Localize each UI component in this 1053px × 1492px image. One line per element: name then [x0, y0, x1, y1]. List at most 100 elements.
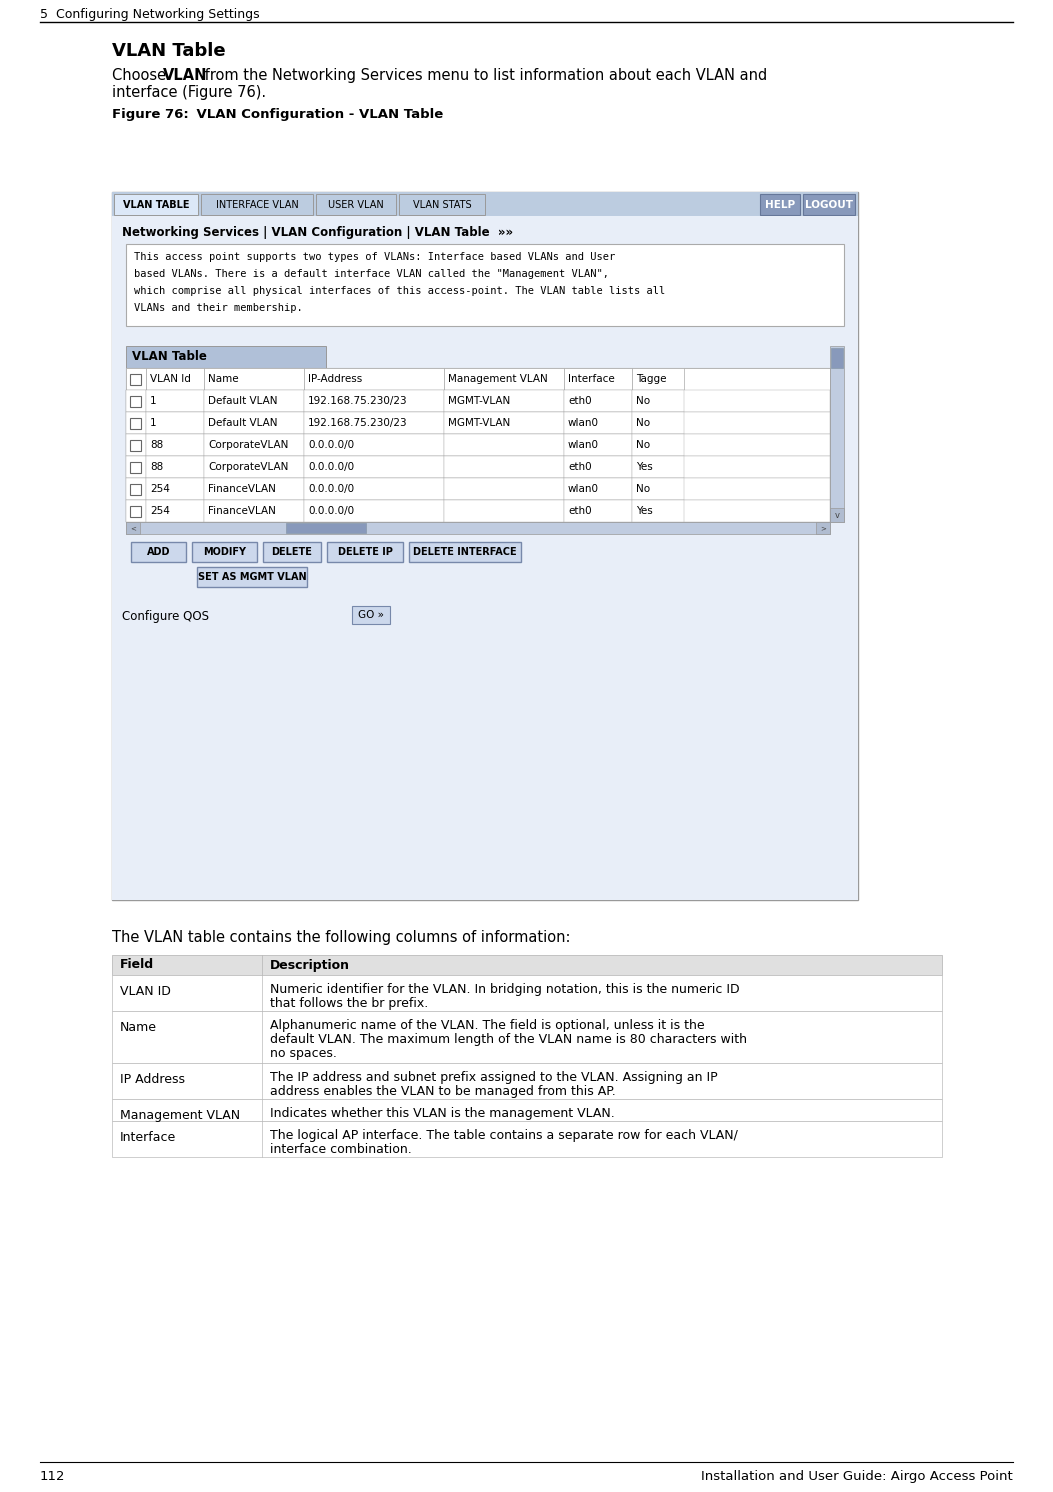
Bar: [304, 500, 444, 522]
Bar: [444, 500, 564, 522]
Text: eth0: eth0: [568, 395, 592, 406]
Bar: [803, 194, 855, 215]
Bar: [444, 477, 564, 500]
Text: Interface: Interface: [120, 1131, 176, 1144]
Bar: [204, 500, 304, 522]
Text: MGMT-VLAN: MGMT-VLAN: [448, 395, 511, 406]
Bar: [131, 542, 186, 562]
Text: VLAN: VLAN: [163, 69, 207, 84]
Bar: [409, 542, 521, 562]
Bar: [146, 500, 204, 522]
Bar: [564, 500, 632, 522]
Text: The logical AP interface. The table contains a separate row for each VLAN/: The logical AP interface. The table cont…: [270, 1129, 738, 1141]
Text: This access point supports two types of VLANs: Interface based VLANs and User: This access point supports two types of …: [134, 252, 615, 263]
Bar: [146, 412, 204, 434]
Bar: [632, 457, 684, 477]
Text: VLAN STATS: VLAN STATS: [413, 200, 472, 209]
Bar: [126, 346, 326, 369]
Bar: [444, 457, 564, 477]
Text: wlan0: wlan0: [568, 440, 599, 451]
Bar: [816, 522, 830, 534]
Bar: [286, 524, 366, 533]
Bar: [760, 194, 800, 215]
Text: v: v: [834, 510, 839, 519]
Text: No: No: [636, 440, 650, 451]
Text: 0.0.0.0/0: 0.0.0.0/0: [307, 440, 354, 451]
Text: Description: Description: [270, 958, 350, 971]
Text: Field: Field: [120, 958, 154, 971]
Text: USER VLAN: USER VLAN: [329, 200, 384, 209]
Bar: [126, 369, 830, 522]
Text: DELETE INTERFACE: DELETE INTERFACE: [413, 548, 517, 557]
Text: CorporateVLAN: CorporateVLAN: [208, 440, 289, 451]
Text: 1: 1: [150, 418, 157, 428]
Bar: [444, 389, 564, 412]
Text: VLAN Configuration - VLAN Table: VLAN Configuration - VLAN Table: [178, 107, 443, 121]
Bar: [204, 369, 304, 389]
Bar: [126, 389, 146, 412]
Bar: [126, 412, 146, 434]
Bar: [444, 412, 564, 434]
Text: IP-Address: IP-Address: [307, 374, 362, 383]
Bar: [204, 477, 304, 500]
Bar: [204, 412, 304, 434]
Text: Management VLAN: Management VLAN: [448, 374, 548, 383]
Bar: [126, 500, 146, 522]
Text: based VLANs. There is a default interface VLAN called the "Management VLAN",: based VLANs. There is a default interfac…: [134, 269, 609, 279]
Bar: [130, 506, 141, 518]
Text: Networking Services | VLAN Configuration | VLAN Table  »»: Networking Services | VLAN Configuration…: [122, 225, 513, 239]
Bar: [192, 542, 257, 562]
Bar: [632, 477, 684, 500]
Bar: [197, 567, 307, 586]
Bar: [352, 606, 390, 624]
Text: 88: 88: [150, 463, 163, 471]
Bar: [304, 477, 444, 500]
Bar: [130, 395, 141, 407]
Bar: [204, 434, 304, 457]
Text: Numeric identifier for the VLAN. In bridging notation, this is the numeric ID: Numeric identifier for the VLAN. In brid…: [270, 983, 739, 997]
Bar: [304, 412, 444, 434]
Bar: [146, 369, 204, 389]
Text: Name: Name: [208, 374, 239, 383]
Text: 192.168.75.230/23: 192.168.75.230/23: [307, 418, 408, 428]
Bar: [204, 389, 304, 412]
Text: address enables the VLAN to be managed from this AP.: address enables the VLAN to be managed f…: [270, 1085, 616, 1098]
Text: eth0: eth0: [568, 463, 592, 471]
Bar: [126, 369, 146, 389]
Bar: [564, 477, 632, 500]
Text: CorporateVLAN: CorporateVLAN: [208, 463, 289, 471]
Text: HELP: HELP: [764, 200, 795, 209]
Bar: [564, 412, 632, 434]
Bar: [831, 348, 843, 369]
Bar: [632, 500, 684, 522]
Text: 5  Configuring Networking Settings: 5 Configuring Networking Settings: [40, 7, 260, 21]
Text: FinanceVLAN: FinanceVLAN: [208, 483, 276, 494]
Text: 254: 254: [150, 483, 170, 494]
Text: 1: 1: [150, 395, 157, 406]
Text: VLAN Id: VLAN Id: [150, 374, 191, 383]
Text: No: No: [636, 395, 650, 406]
Text: VLANs and their membership.: VLANs and their membership.: [134, 303, 303, 313]
Text: FinanceVLAN: FinanceVLAN: [208, 506, 276, 516]
Text: DELETE: DELETE: [272, 548, 313, 557]
Text: Choose: Choose: [112, 69, 171, 84]
Bar: [130, 463, 141, 473]
Bar: [632, 412, 684, 434]
Bar: [304, 369, 444, 389]
Text: GO »: GO »: [358, 610, 384, 621]
Bar: [114, 194, 198, 215]
Text: VLAN Table: VLAN Table: [132, 351, 206, 364]
Bar: [112, 1062, 942, 1100]
Text: 112: 112: [40, 1470, 65, 1483]
Bar: [126, 434, 146, 457]
Text: LOGOUT: LOGOUT: [804, 200, 853, 209]
Text: Interface: Interface: [568, 374, 615, 383]
Bar: [146, 477, 204, 500]
Text: 0.0.0.0/0: 0.0.0.0/0: [307, 506, 354, 516]
Text: SET AS MGMT VLAN: SET AS MGMT VLAN: [198, 571, 306, 582]
Bar: [444, 369, 564, 389]
Bar: [201, 194, 313, 215]
Text: which comprise all physical interfaces of this access-point. The VLAN table list: which comprise all physical interfaces o…: [134, 286, 665, 295]
Bar: [632, 434, 684, 457]
Bar: [130, 374, 141, 385]
